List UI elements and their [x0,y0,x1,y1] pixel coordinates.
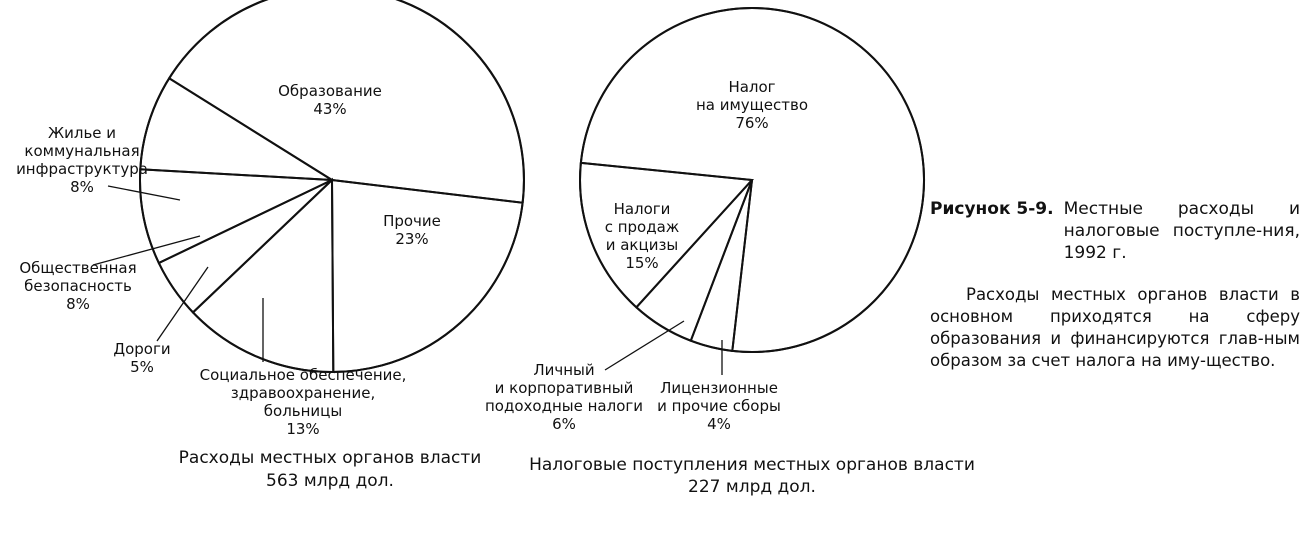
slice-label: Личный и корпоративный подоходные налоги [485,361,643,415]
slice-percent-label: 4% [707,415,731,433]
slice-percent-label: 13% [286,420,319,438]
slice-label-line: и корпоративный [495,379,634,397]
slice-label-line: на имущество [696,96,808,114]
figure-caption: Рисунок 5-9. Местные расходы и налоговые… [930,198,1300,264]
slice-label: Социальное обеспечение, здравоохранение, б… [200,366,407,420]
slice-label-line: с продаж [605,218,680,236]
slice-label-line: Личный [533,361,594,379]
chart-subtitle: 227 млрд дол. [688,477,816,497]
pie-slice [330,178,524,374]
slice-label-line: коммунальная [24,142,139,160]
slice-percent-label: 23% [395,230,428,248]
slice-label: Дороги [113,340,170,358]
leader-line [156,266,209,342]
leader-line [92,235,201,266]
slice-label-line: Социальное обеспечение, [200,366,407,384]
slice-label: Налог на имущество [696,78,808,114]
slice-label-line: Налоги [614,200,671,218]
slice-label-line: здравоохранение, [231,384,375,402]
slice-label-line: Налог [728,78,775,96]
slice-label-line: и прочие сборы [657,397,781,415]
slice-percent-label: 76% [735,114,768,132]
slice-label-line: Жилье и [48,124,116,142]
chart-title: Расходы местных органов власти [179,448,482,468]
figure-description: Расходы местных органов власти в основно… [930,285,1300,370]
slice-label: Жилье и коммунальная инфраструктура [16,124,148,178]
pie-slice [138,168,333,265]
chart-subtitle: 563 млрд дол. [266,471,394,491]
slice-label-line: безопасность [24,277,132,295]
slice-label: Налоги с продаж и акцизы [605,200,680,254]
slice-label-line: Образование [278,82,382,100]
pie-slice [139,76,333,181]
slice-label-line: Общественная [19,259,136,277]
slice-percent-label: 5% [130,358,154,376]
slice-percent-label: 6% [552,415,576,433]
slice-percent-label: 8% [66,295,90,313]
pie-slice [157,179,333,314]
pie-slice [167,0,525,204]
chart-title: Налоговые поступления местных органов вл… [529,455,975,475]
slice-label: Лицензионные и прочие сборы [657,379,781,415]
slice-label-line: больницы [264,402,342,420]
slice-label-line: Дороги [113,340,170,358]
slice-label-line: Прочие [383,212,441,230]
leader-line [604,320,685,371]
slice-percent-label: 8% [70,178,94,196]
leader-line [107,185,181,201]
slice-label: Общественная безопасность [19,259,136,295]
slice-label-line: инфраструктура [16,160,148,178]
figure-caption-text: Местные расходы и налоговые поступле-ния… [1063,199,1300,263]
slice-label-line: подоходные налоги [485,397,643,415]
slice-label-line: Лицензионные [660,379,778,397]
slice-label-line: и акцизы [606,236,679,254]
figure-id: Рисунок 5-9. [930,199,1054,219]
pie-slice [579,7,926,354]
pie-slice [579,161,755,309]
slice-label: Прочие [383,212,441,230]
slice-percent-label: 43% [313,100,346,118]
figure-text: Рисунок 5-9. Местные расходы и налоговые… [930,198,1300,372]
pie-slice [191,177,335,374]
slice-label: Образование [278,82,382,100]
slice-percent-label: 15% [625,254,658,272]
